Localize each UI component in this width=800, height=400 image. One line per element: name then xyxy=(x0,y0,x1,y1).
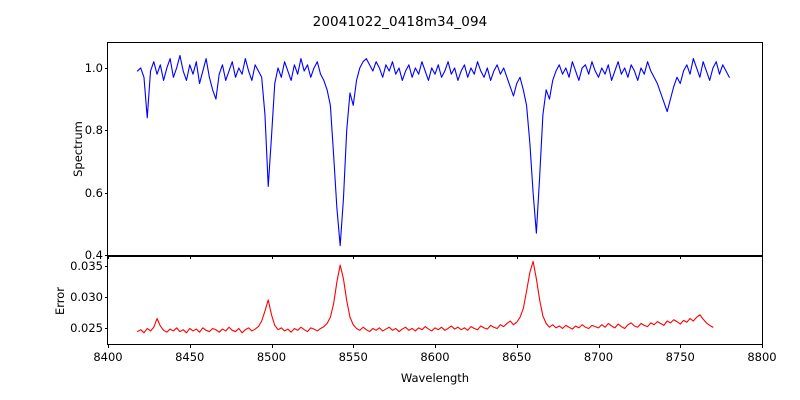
spectrum-y-tick xyxy=(104,67,108,69)
error-y-tick xyxy=(104,297,108,299)
x-tick-label: 8700 xyxy=(583,349,614,364)
error-series-line xyxy=(137,261,713,332)
x-tick-label: 8450 xyxy=(175,349,205,364)
error-x-tick xyxy=(680,344,682,348)
error-y-tick xyxy=(104,266,108,268)
spectrum-y-tick xyxy=(104,192,108,194)
x-tick-label: 8600 xyxy=(420,349,450,364)
error-x-tick xyxy=(108,344,109,348)
error-y-tick-label: 0.025 xyxy=(70,321,103,336)
x-tick-label: 8400 xyxy=(93,349,123,364)
x-axis-label: Wavelength xyxy=(400,371,470,385)
error-x-tick xyxy=(353,344,355,348)
chart-title: 20041022_0418m34_094 xyxy=(312,14,488,30)
spectrum-y-tick xyxy=(104,255,108,256)
error-plot-area xyxy=(108,257,762,344)
spectrum-plot-area xyxy=(108,43,762,255)
error-x-tick xyxy=(435,344,436,348)
error-x-tick xyxy=(516,344,518,348)
spectrum-y-tick-label: 0.4 xyxy=(84,248,103,262)
spectrum-panel: Spectrum 0.4 0.6 0.8 1.0 xyxy=(71,42,763,262)
x-tick-label: 8500 xyxy=(256,349,287,364)
x-tick-label: 8750 xyxy=(665,349,695,364)
x-tick-label: 8800 xyxy=(747,349,777,364)
error-x-tick xyxy=(189,344,191,348)
error-x-tick xyxy=(271,344,273,348)
error-x-tick xyxy=(762,344,763,348)
error-y-axis-label: Error xyxy=(53,286,68,315)
error-panel: Error 0.025 0.030 0.035 8400 8450 8500 8550 860… xyxy=(53,256,777,364)
spectrum-y-tick-label: 0.6 xyxy=(84,185,103,200)
x-tick-label: 8650 xyxy=(502,349,532,364)
x-tick-label: 8550 xyxy=(338,349,368,364)
spectrum-series-line xyxy=(137,55,729,245)
spectrum-y-tick-label: 0.8 xyxy=(84,123,103,138)
spectrum-y-axis-label: Spectrum xyxy=(70,121,85,177)
error-y-tick-label: 0.030 xyxy=(70,290,103,305)
error-y-tick xyxy=(104,328,108,330)
spectrum-y-tick-label: 1.0 xyxy=(84,60,103,75)
error-x-tick xyxy=(598,344,600,348)
spectrum-y-tick xyxy=(104,130,108,132)
error-y-tick-label: 0.035 xyxy=(70,259,103,274)
